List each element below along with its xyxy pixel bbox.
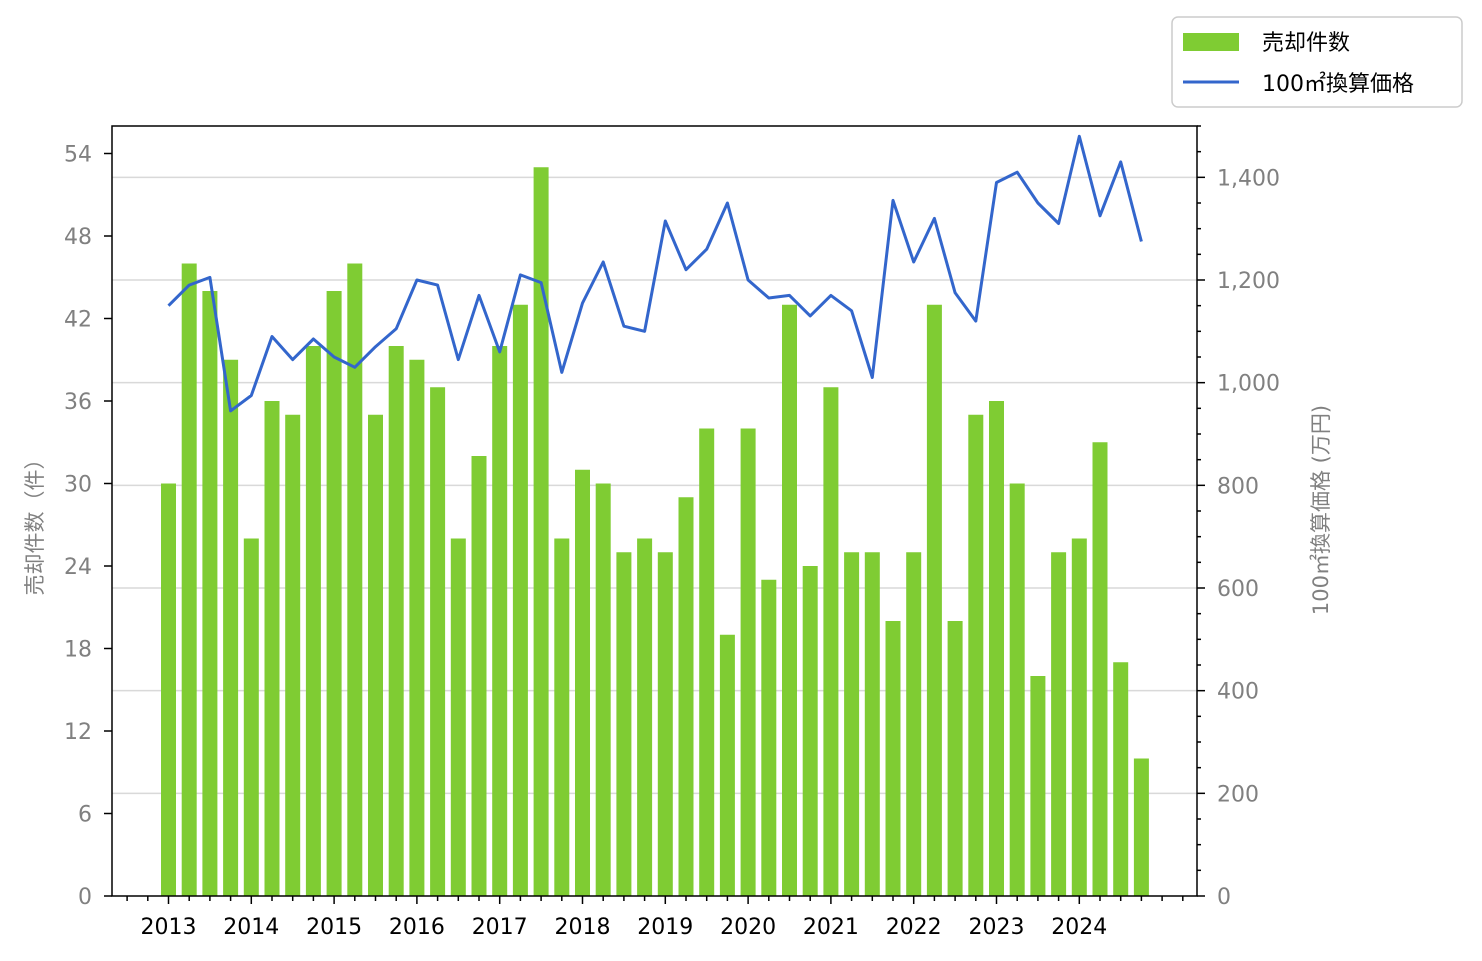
bar — [947, 621, 963, 896]
legend-label-bars: 売却件数 — [1262, 31, 1350, 56]
x-tick-label: 2015 — [306, 915, 362, 940]
right-tick-label: 1,400 — [1217, 166, 1280, 191]
bar — [595, 483, 611, 896]
left-tick-label: 6 — [78, 803, 92, 828]
legend-label-line: 100㎡換算価格 — [1262, 71, 1414, 97]
bar — [471, 456, 487, 896]
bar — [1092, 442, 1108, 896]
left-tick-label: 54 — [64, 143, 92, 168]
left-tick-label: 48 — [64, 225, 92, 250]
x-tick-label: 2020 — [720, 915, 776, 940]
right-tick-label: 200 — [1217, 782, 1259, 807]
bar — [616, 552, 632, 896]
x-tick-label: 2022 — [886, 915, 942, 940]
left-tick-label: 36 — [64, 390, 92, 415]
right-tick-label: 1,200 — [1217, 269, 1280, 294]
x-tick-label: 2014 — [223, 915, 279, 940]
line-series — [167, 134, 1143, 413]
bar — [554, 538, 570, 896]
bar — [802, 566, 818, 896]
bar — [989, 401, 1004, 896]
x-tick-label: 2019 — [637, 915, 693, 940]
left-tick-label: 18 — [64, 638, 92, 663]
bar — [678, 497, 694, 896]
right-tick-label: 600 — [1217, 577, 1259, 602]
x-tick-label: 2017 — [472, 915, 528, 940]
x-tick-label: 2021 — [803, 915, 859, 940]
bar — [719, 634, 735, 896]
bar — [285, 414, 301, 896]
left-tick-label: 30 — [64, 473, 92, 498]
bar-series — [161, 167, 1149, 896]
left-axis: 0 6 12 18 24 30 36 42 48 54 — [64, 143, 112, 910]
price-line — [167, 134, 1143, 413]
bar — [533, 167, 549, 896]
bar — [202, 291, 218, 896]
x-tick-label: 2018 — [555, 915, 611, 940]
x-tick-label: 2024 — [1051, 915, 1107, 940]
bar — [181, 263, 197, 896]
y-axis-label-right: 100㎡換算価格 (万円) — [1309, 405, 1333, 615]
bar — [430, 387, 446, 896]
bar — [161, 483, 176, 896]
bar — [1051, 552, 1067, 896]
bar — [305, 346, 321, 896]
bar — [347, 263, 363, 896]
bar — [657, 552, 673, 896]
bar — [388, 346, 404, 896]
right-tick-label: 0 — [1217, 885, 1231, 910]
bar — [243, 538, 259, 896]
bar — [761, 579, 777, 896]
left-tick-label: 12 — [64, 720, 92, 745]
bar — [409, 359, 425, 896]
right-tick-label: 800 — [1217, 474, 1259, 499]
bar — [844, 552, 860, 896]
left-tick-label: 42 — [64, 308, 92, 333]
x-axis: 2013 2014 2015 2016 2017 2018 2019 2020 2021 2022… — [126, 896, 1184, 940]
bar — [637, 538, 653, 896]
bar — [368, 414, 383, 896]
bar — [512, 304, 528, 896]
bar — [492, 346, 508, 896]
bar — [926, 304, 942, 896]
bar — [906, 552, 922, 896]
bar — [450, 538, 466, 896]
right-tick-label: 1,000 — [1217, 372, 1280, 397]
bar — [823, 387, 839, 896]
bar — [326, 291, 342, 896]
legend-box — [1171, 16, 1463, 108]
bar — [1071, 538, 1087, 896]
bar — [575, 469, 590, 896]
bar — [223, 359, 239, 896]
legend-swatch-bars — [1183, 33, 1239, 51]
legend: 売却件数 100㎡換算価格 — [1171, 16, 1463, 108]
right-axis: 0 200 400 600 800 1,000 1,200 1,400 — [1197, 125, 1280, 910]
bar — [1030, 676, 1046, 896]
x-tick-label: 2023 — [969, 915, 1025, 940]
bar — [1113, 662, 1129, 896]
left-tick-label: 24 — [64, 555, 92, 580]
bar — [885, 621, 901, 896]
x-tick-label: 2016 — [389, 915, 445, 940]
bar — [264, 401, 280, 896]
bar — [1133, 758, 1149, 896]
bar — [740, 428, 756, 896]
y-axis-label-left: 売却件数（件） — [23, 449, 47, 596]
bar — [782, 304, 797, 896]
bar — [864, 552, 880, 896]
right-tick-label: 400 — [1217, 680, 1259, 705]
bar — [1009, 483, 1025, 896]
bar — [699, 428, 715, 896]
left-tick-label: 0 — [78, 885, 92, 910]
bar — [968, 414, 984, 896]
x-tick-label: 2013 — [141, 915, 197, 940]
